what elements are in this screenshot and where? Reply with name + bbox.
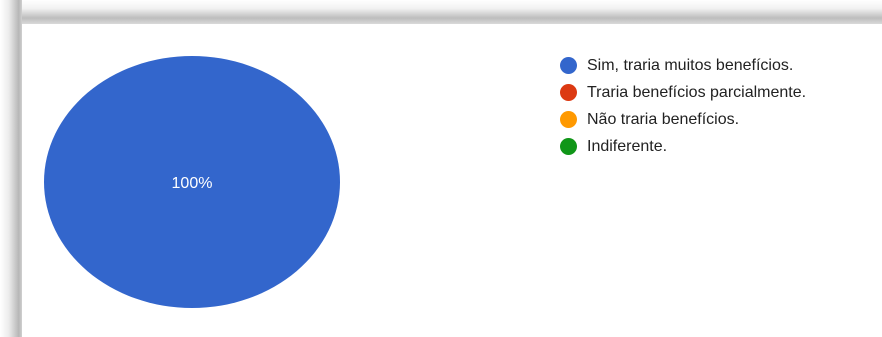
legend-item: Sim, traria muitos benefícios. <box>560 52 806 79</box>
legend-item: Traria benefícios parcialmente. <box>560 79 806 106</box>
legend-label: Sim, traria muitos benefícios. <box>587 56 794 74</box>
pie-slice-0 <box>44 56 340 308</box>
legend-label: Não traria benefícios. <box>587 110 740 128</box>
legend-item: Não traria benefícios. <box>560 106 806 133</box>
legend-swatch <box>560 111 577 128</box>
chart-legend: Sim, traria muitos benefícios. Traria ben… <box>560 52 806 160</box>
legend-label: Traria benefícios parcialmente. <box>587 83 807 101</box>
legend-swatch <box>560 138 577 155</box>
pie-slice-labels: 100% <box>172 175 213 192</box>
pie-slice-label-0: 100% <box>172 175 213 192</box>
legend-swatch <box>560 84 577 101</box>
legend-label: Indiferente. <box>587 137 668 155</box>
left-shadow <box>0 0 22 337</box>
pie-slices <box>44 56 340 308</box>
legend-item: Indiferente. <box>560 133 806 160</box>
legend-swatch <box>560 57 577 74</box>
top-shadow <box>0 0 882 24</box>
